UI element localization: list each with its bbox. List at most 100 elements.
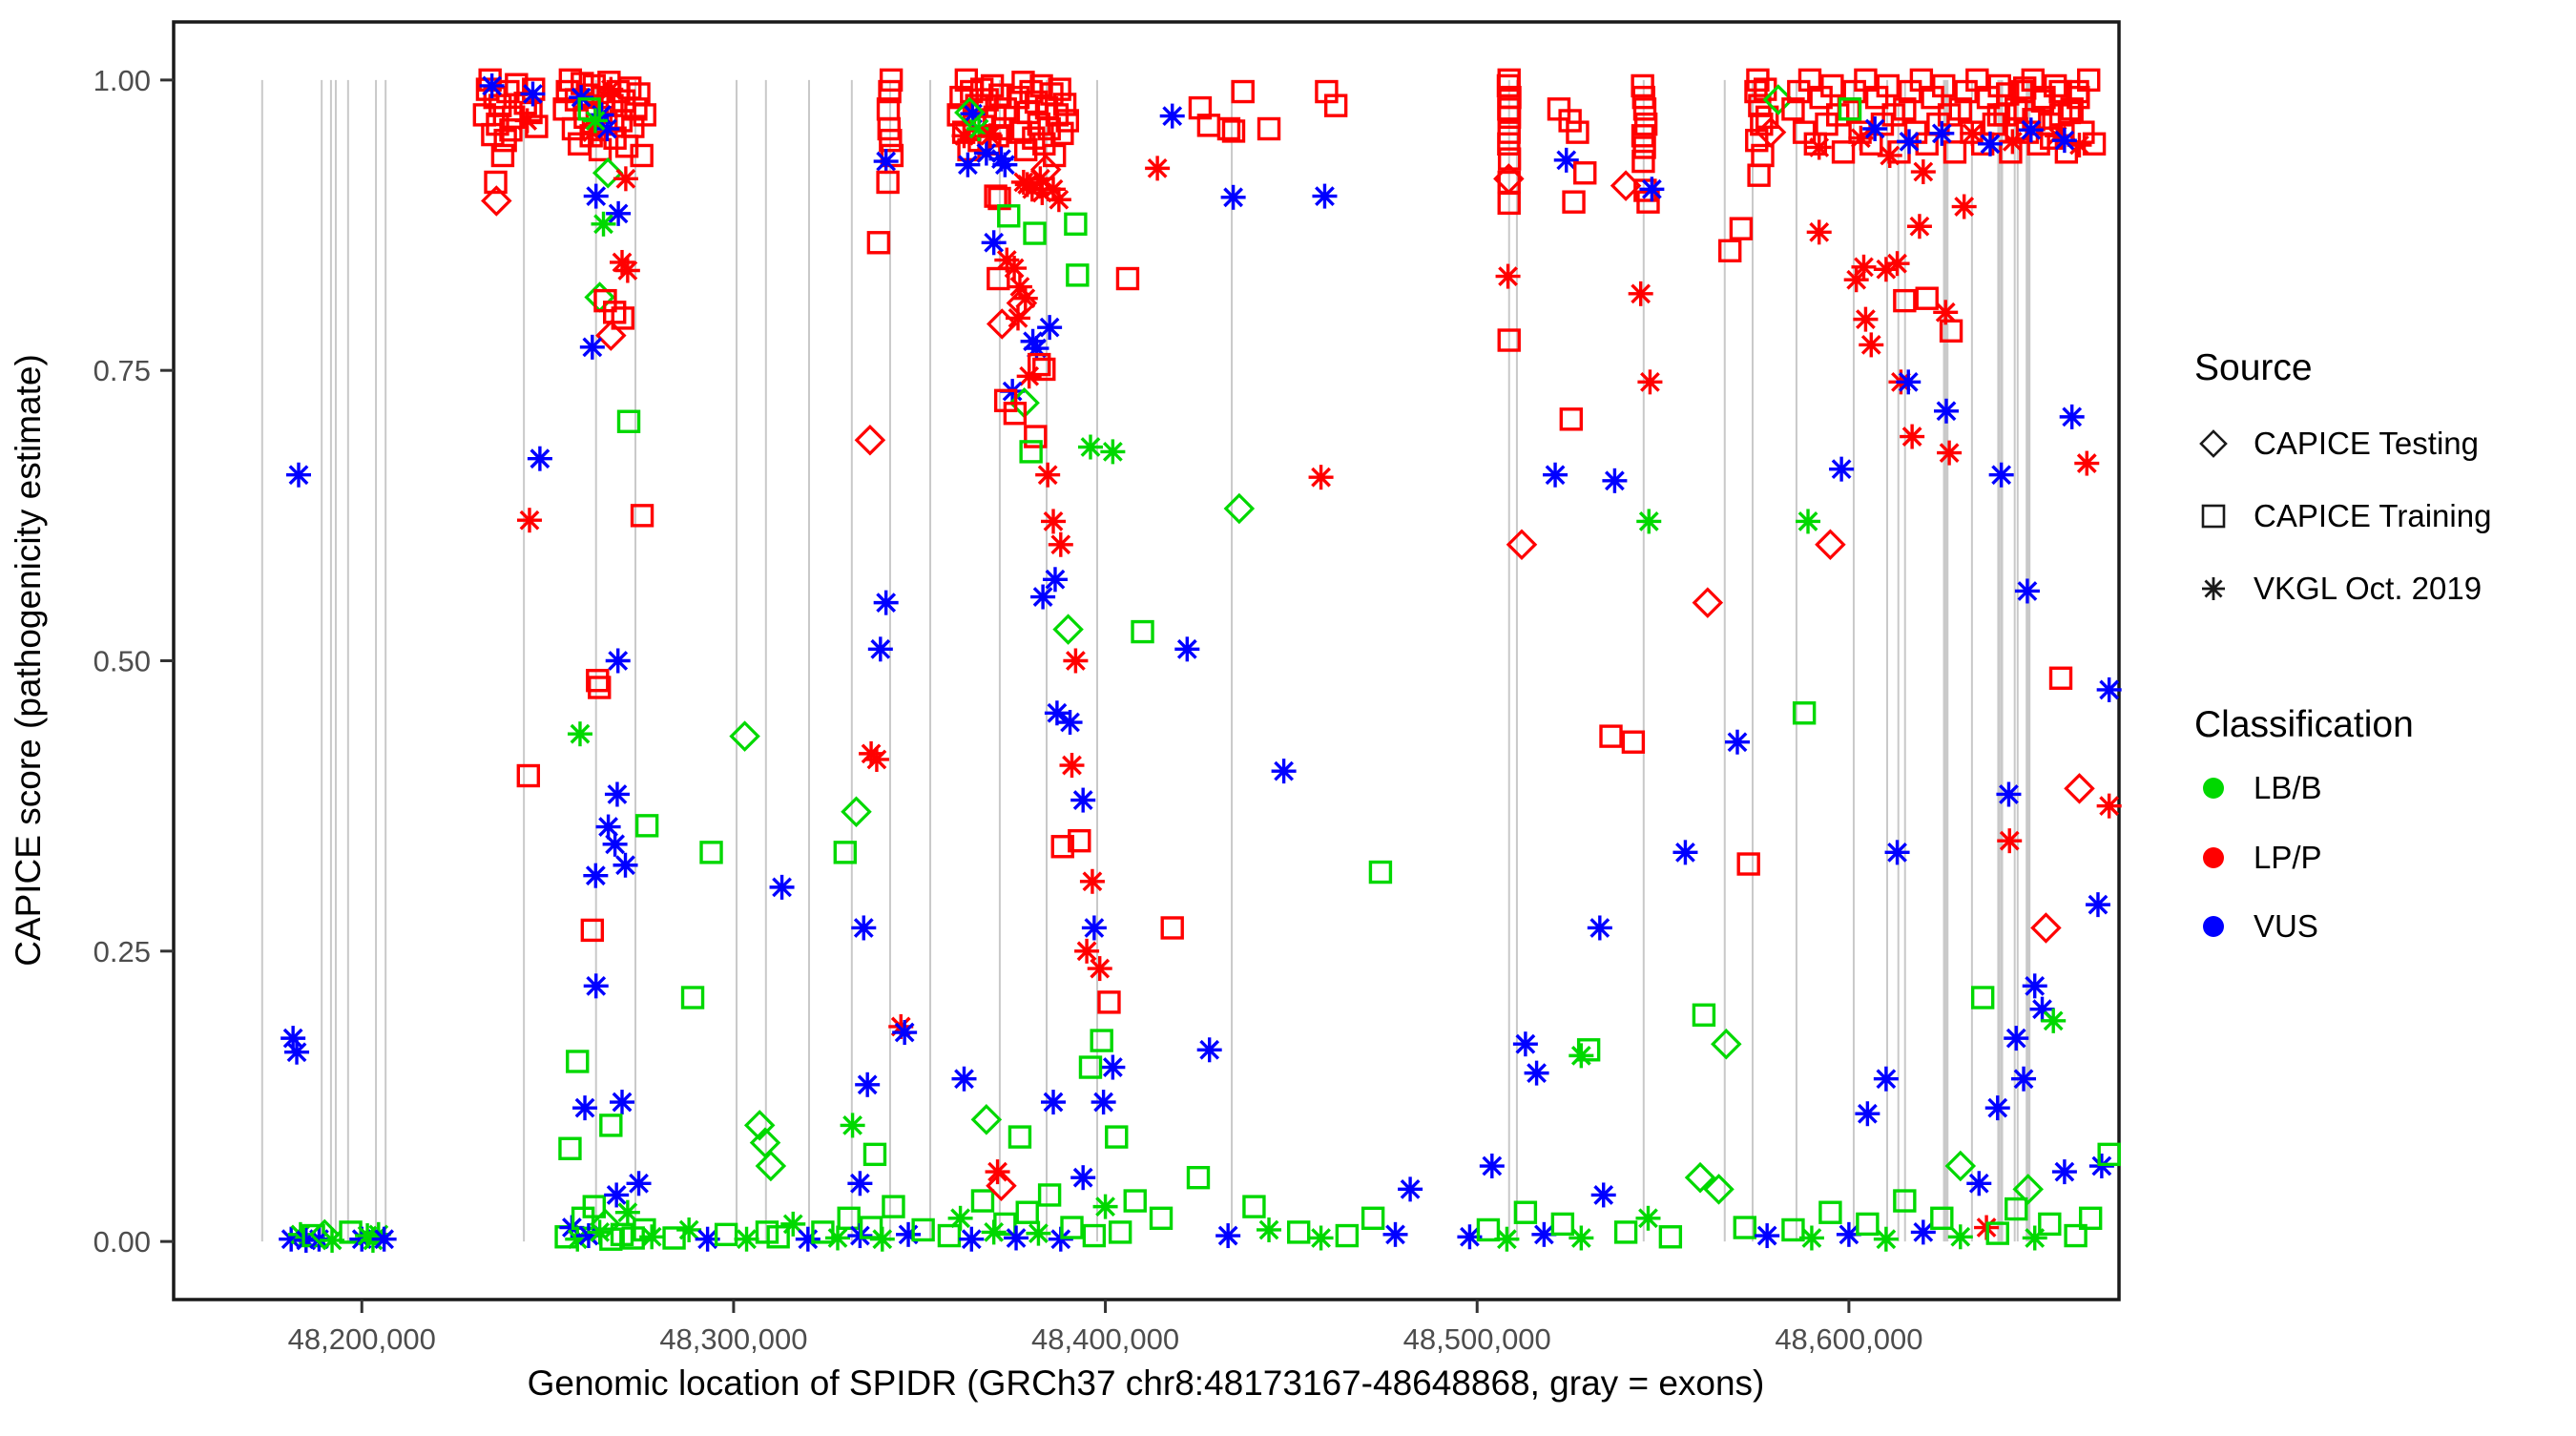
square-marker (1037, 1183, 1062, 1207)
asterisk-marker (840, 1113, 865, 1138)
diamond-marker (1755, 116, 1787, 148)
square-marker (2038, 1212, 2062, 1237)
asterisk-marker (602, 831, 628, 857)
square-marker (1019, 440, 1043, 464)
square-marker (499, 118, 523, 142)
asterisk-marker (1984, 1095, 2010, 1121)
square-marker (1631, 149, 1655, 174)
asterisk-marker (1077, 434, 1103, 460)
square-marker (1097, 990, 1121, 1014)
square-marker (1948, 97, 1972, 121)
square-marker (1149, 1206, 1174, 1230)
asterisk-marker (1063, 648, 1089, 674)
asterisk-marker (516, 508, 542, 533)
vus-color-dot (2203, 916, 2224, 937)
x-tick-label: 48,200,000 (288, 1322, 436, 1356)
x-axis: 48,200,000 48,300,000 48,400,000 48,500,000… (288, 1300, 1922, 1403)
diamond-marker (1506, 529, 1538, 561)
square-marker (680, 986, 705, 1009)
asterisk-marker (371, 1226, 397, 1252)
square-marker (970, 1189, 995, 1213)
square-marker (566, 1050, 590, 1073)
legend-item-vus: VUS (2254, 908, 2318, 944)
asterisk-marker (1257, 1217, 1282, 1242)
asterisk-marker (1897, 129, 1922, 155)
asterisk-marker (1848, 125, 1874, 151)
square-marker (634, 814, 659, 838)
square-marker (1052, 93, 1077, 116)
square-marker (1108, 1220, 1132, 1244)
square-marker (1050, 835, 1074, 859)
square-marker (1893, 288, 1917, 313)
asterisk-marker (795, 1226, 821, 1252)
asterisk-marker (583, 183, 609, 209)
asterisk-marker (2018, 117, 2044, 143)
asterisk-marker (567, 721, 592, 747)
asterisk-marker (1215, 1223, 1241, 1249)
diamond-marker (1711, 1028, 1742, 1060)
asterisk-marker (284, 1039, 310, 1065)
asterisk-marker (1900, 424, 1925, 449)
legend-classification-title: Classification (2194, 704, 2414, 745)
asterisk-marker (1628, 281, 1653, 306)
square-marker (1105, 1125, 1129, 1149)
asterisk-marker (1100, 1054, 1126, 1080)
diamond-marker (986, 1170, 1017, 1201)
asterisk-marker (1602, 468, 1628, 493)
asterisk-marker (1014, 172, 1040, 198)
asterisk-marker (1873, 1066, 1899, 1092)
asterisk-marker (1960, 120, 1985, 146)
square-marker (1820, 73, 1844, 98)
diamond-marker (1815, 529, 1846, 561)
asterisk-marker (1590, 1182, 1616, 1208)
asterisk-marker (1796, 509, 1821, 534)
asterisk-marker (676, 1217, 702, 1242)
asterisk-marker (1092, 1194, 1118, 1219)
square-marker (2067, 85, 2090, 110)
legend-source-title: Source (2194, 347, 2313, 388)
square-marker (2005, 1197, 2028, 1221)
square-marker (662, 1226, 686, 1250)
asterisk-marker (1806, 219, 1832, 245)
asterisk-marker (1026, 1220, 1051, 1246)
square-marker (2013, 76, 2037, 100)
square-marker (558, 1136, 582, 1160)
asterisk-marker (1074, 938, 1100, 964)
square-legend-icon (2201, 504, 2226, 529)
lpp-color-dot (2203, 847, 2224, 868)
legend-item-lpp: LP/P (2254, 840, 2322, 875)
asterisk-marker (579, 334, 605, 360)
square-marker (1550, 1212, 1575, 1237)
diamond-marker (1052, 614, 1084, 645)
square-marker (879, 128, 903, 153)
asterisk-marker (285, 462, 311, 488)
asterisk-marker (1398, 1176, 1423, 1202)
square-marker (1818, 1200, 1842, 1224)
square-marker (1064, 212, 1088, 237)
asterisk-marker (1057, 710, 1083, 736)
square-marker (1893, 97, 1917, 121)
asterisk-marker (2096, 676, 2122, 702)
square-marker (879, 68, 904, 93)
square-marker (633, 103, 656, 127)
asterisk-marker (1977, 131, 2003, 156)
asterisk-marker (1044, 700, 1070, 726)
square-marker (1037, 116, 1061, 141)
square-marker (1621, 730, 1646, 754)
square-marker (1323, 94, 1348, 117)
asterisk-marker (1479, 1154, 1505, 1179)
asterisk-marker (847, 1171, 873, 1197)
square-marker (1559, 407, 1584, 431)
asterisk-marker (520, 81, 546, 107)
asterisk-marker (1308, 465, 1334, 490)
square-marker (1090, 1029, 1113, 1052)
square-marker (1497, 132, 1521, 156)
square-marker (603, 301, 627, 324)
asterisk-marker (639, 1224, 665, 1250)
y-tick-label: 0.75 (93, 354, 151, 387)
asterisk-marker (1174, 636, 1200, 662)
y-tick-label: 0.00 (93, 1225, 151, 1259)
square-marker (1078, 1055, 1103, 1079)
y-tick-label: 0.25 (93, 935, 151, 968)
asterisk-marker (2000, 129, 2025, 155)
